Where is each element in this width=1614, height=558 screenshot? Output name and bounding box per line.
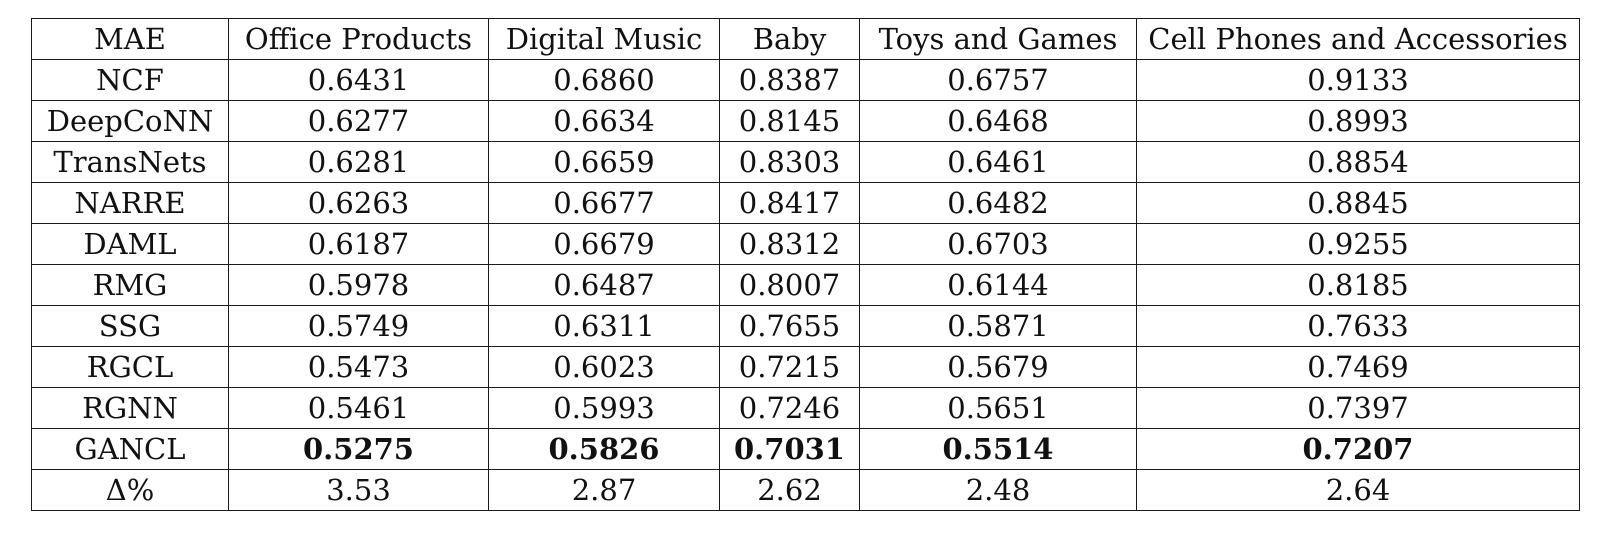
value-cell: 0.7215 [719,346,860,388]
value-cell: 0.6659 [488,141,720,183]
value-cell: 0.5651 [859,387,1137,429]
model-name-cell: Δ% [31,469,229,511]
value-cell: 0.6187 [228,223,489,265]
value-cell: 2.48 [859,469,1137,511]
table-row: NARRE 0.6263 0.6677 0.8417 0.6482 0.8845 [31,182,1580,224]
value-cell: 0.8312 [719,223,860,265]
value-cell: 0.8185 [1136,264,1580,306]
column-header: Baby [719,18,860,60]
value-cell: 0.6461 [859,141,1137,183]
value-cell: 0.5871 [859,305,1137,347]
value-cell: 0.6677 [488,182,720,224]
value-cell: 0.7469 [1136,346,1580,388]
value-cell: 0.6634 [488,100,720,142]
table-row: RMG 0.5978 0.6487 0.8007 0.6144 0.8185 [31,264,1580,306]
table-row: SSG 0.5749 0.6311 0.7655 0.5871 0.7633 [31,305,1580,347]
column-header: Digital Music [488,18,720,60]
value-cell: 0.6023 [488,346,720,388]
table-row: TransNets 0.6281 0.6659 0.8303 0.6461 0.8854 [31,141,1580,183]
model-name-cell: TransNets [31,141,229,183]
value-cell: 0.6311 [488,305,720,347]
column-header: Cell Phones and Accessories [1136,18,1580,60]
value-cell: 0.8417 [719,182,860,224]
value-cell: 0.7031 [719,428,860,470]
model-name-cell: RGCL [31,346,229,388]
value-cell: 0.6431 [228,59,489,101]
value-cell: 0.6468 [859,100,1137,142]
table-row: Δ% 3.53 2.87 2.62 2.48 2.64 [31,469,1580,511]
model-name-cell: NCF [31,59,229,101]
value-cell: 0.5679 [859,346,1137,388]
value-cell: 0.7655 [719,305,860,347]
value-cell: 0.8845 [1136,182,1580,224]
metric-corner-label: MAE [31,18,229,60]
value-cell: 0.8007 [719,264,860,306]
value-cell: 2.62 [719,469,860,511]
value-cell: 2.64 [1136,469,1580,511]
value-cell: 0.7397 [1136,387,1580,429]
value-cell: 0.6757 [859,59,1137,101]
table-row: DeepCoNN 0.6277 0.6634 0.8145 0.6468 0.8993 [31,100,1580,142]
value-cell: 0.6703 [859,223,1137,265]
value-cell: 0.5993 [488,387,720,429]
value-cell: 0.6487 [488,264,720,306]
value-cell: 0.7633 [1136,305,1580,347]
value-cell: 0.6281 [228,141,489,183]
value-cell: 0.5749 [228,305,489,347]
value-cell: 0.5978 [228,264,489,306]
model-name-cell: RGNN [31,387,229,429]
value-cell: 0.8387 [719,59,860,101]
value-cell: 0.5473 [228,346,489,388]
model-name-cell: GANCL [31,428,229,470]
value-cell: 0.7246 [719,387,860,429]
value-cell: 0.6679 [488,223,720,265]
model-name-cell: DAML [31,223,229,265]
value-cell: 0.5514 [859,428,1137,470]
table-body: NCF 0.6431 0.6860 0.8387 0.6757 0.9133 DeepCoN… [31,59,1580,511]
value-cell: 0.8854 [1136,141,1580,183]
table-header: MAE Office Products Digital Music Baby T… [31,18,1580,60]
model-name-cell: DeepCoNN [31,100,229,142]
value-cell: 0.5826 [488,428,720,470]
table-row: GANCL 0.5275 0.5826 0.7031 0.5514 0.7207 [31,428,1580,470]
model-name-cell: SSG [31,305,229,347]
value-cell: 0.9255 [1136,223,1580,265]
header-row: MAE Office Products Digital Music Baby T… [31,18,1580,60]
value-cell: 0.6277 [228,100,489,142]
value-cell: 3.53 [228,469,489,511]
value-cell: 2.87 [488,469,720,511]
value-cell: 0.5275 [228,428,489,470]
value-cell: 0.5461 [228,387,489,429]
value-cell: 0.6144 [859,264,1137,306]
table-row: RGNN 0.5461 0.5993 0.7246 0.5651 0.7397 [31,387,1580,429]
model-name-cell: RMG [31,264,229,306]
table-row: RGCL 0.5473 0.6023 0.7215 0.5679 0.7469 [31,346,1580,388]
value-cell: 0.6263 [228,182,489,224]
table-row: NCF 0.6431 0.6860 0.8387 0.6757 0.9133 [31,59,1580,101]
table-row: DAML 0.6187 0.6679 0.8312 0.6703 0.9255 [31,223,1580,265]
column-header: Toys and Games [859,18,1137,60]
value-cell: 0.8145 [719,100,860,142]
value-cell: 0.6860 [488,59,720,101]
value-cell: 0.6482 [859,182,1137,224]
mae-results-table: MAE Office Products Digital Music Baby T… [31,18,1580,511]
column-header: Office Products [228,18,489,60]
value-cell: 0.8303 [719,141,860,183]
model-name-cell: NARRE [31,182,229,224]
value-cell: 0.7207 [1136,428,1580,470]
value-cell: 0.8993 [1136,100,1580,142]
value-cell: 0.9133 [1136,59,1580,101]
